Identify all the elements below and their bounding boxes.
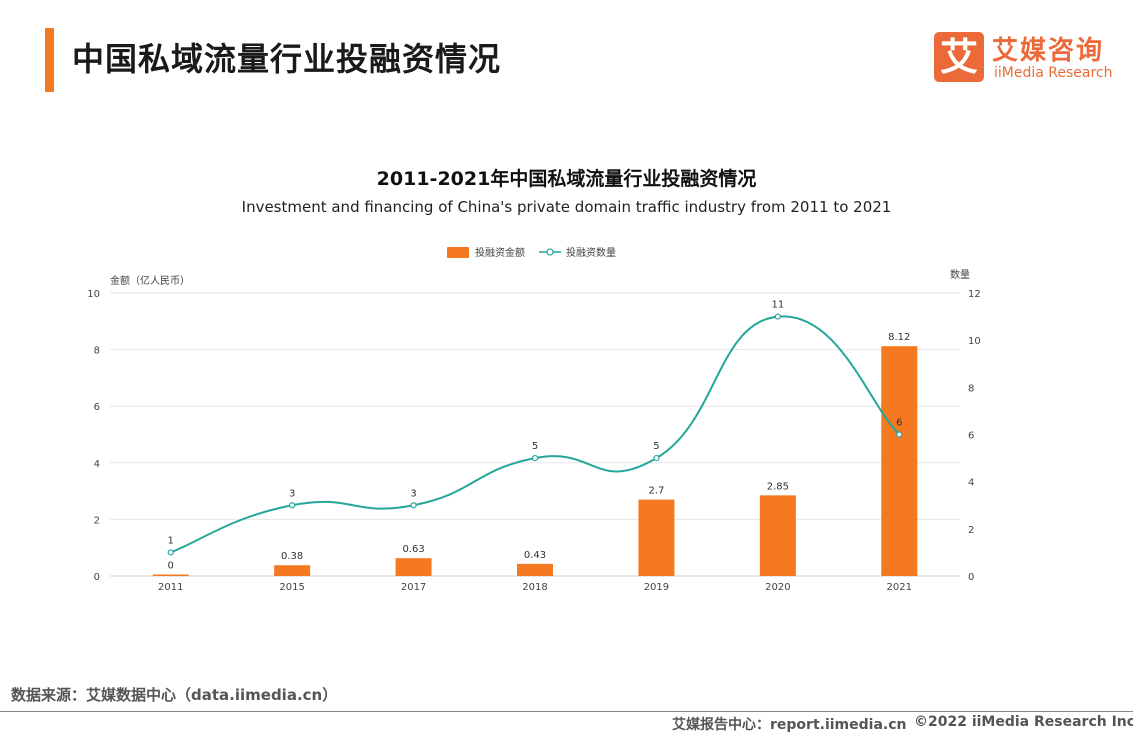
bar bbox=[274, 565, 311, 576]
y-axis-title: 金额（亿人民币） bbox=[110, 274, 190, 287]
y-tick-label: 4 bbox=[94, 459, 100, 470]
chart-subtitle: Investment and financing of China's priv… bbox=[241, 198, 892, 216]
line-point bbox=[653, 454, 660, 462]
title-accent-bar bbox=[45, 28, 54, 92]
y2-tick-label: 2 bbox=[968, 525, 974, 536]
y-tick-label: 6 bbox=[94, 402, 100, 413]
legend-line-marker bbox=[546, 248, 554, 256]
logo-mark: 艾 bbox=[934, 32, 984, 82]
y2-tick-label: 0 bbox=[968, 572, 974, 583]
x-tick-label: 2017 bbox=[401, 582, 426, 593]
bar-value-label: 0 bbox=[168, 561, 174, 572]
logo-en-text: iiMedia Research bbox=[994, 65, 1113, 81]
line-value-label: 3 bbox=[289, 488, 295, 499]
legend-line-label: 投融资数量 bbox=[566, 246, 616, 259]
logo-cn-text: 艾媒咨询 bbox=[992, 36, 1105, 66]
bar bbox=[517, 563, 553, 576]
x-tick-label: 2018 bbox=[522, 582, 547, 593]
y-tick-label: 8 bbox=[94, 346, 100, 357]
x-tick-label: 2020 bbox=[765, 582, 790, 593]
page-title: 中国私域流量行业投融资情况 bbox=[72, 40, 502, 78]
y2-tick-label: 12 bbox=[968, 289, 981, 300]
line-value-label: 11 bbox=[771, 300, 784, 311]
line-point bbox=[289, 502, 296, 509]
line-point bbox=[896, 431, 903, 438]
chart-title: 2011-2021年中国私域流量行业投融资情况 bbox=[376, 168, 757, 190]
y2-tick-label: 10 bbox=[968, 336, 981, 347]
bar bbox=[638, 499, 675, 576]
bar-value-label: 2.7 bbox=[648, 486, 664, 497]
legend-bar-label: 投融资金额 bbox=[475, 246, 525, 259]
x-tick-label: 2019 bbox=[644, 582, 669, 593]
line-point bbox=[410, 502, 417, 509]
footer-divider bbox=[0, 711, 1133, 712]
copyright: ©2022 iiMedia Research Inc bbox=[914, 714, 1133, 730]
bar bbox=[759, 495, 796, 576]
bar-value-label: 2.85 bbox=[767, 481, 789, 492]
x-tick-label: 2021 bbox=[887, 582, 912, 593]
x-tick-label: 2011 bbox=[158, 582, 183, 593]
line-point bbox=[531, 454, 539, 462]
line-point bbox=[774, 313, 781, 320]
bar-value-label: 0.43 bbox=[524, 550, 546, 561]
line-value-label: 3 bbox=[410, 488, 416, 499]
y-tick-label: 10 bbox=[87, 289, 100, 300]
line-point bbox=[167, 549, 174, 556]
y2-tick-label: 4 bbox=[968, 478, 974, 489]
line-value-label: 5 bbox=[532, 441, 538, 452]
y2-tick-label: 8 bbox=[968, 383, 974, 394]
x-tick-label: 2015 bbox=[279, 582, 304, 593]
y2-axis-title: 数量 bbox=[950, 268, 970, 281]
line-value-label: 6 bbox=[896, 418, 902, 429]
report-center-link[interactable]: 艾媒报告中心：report.iimedia.cn bbox=[672, 717, 907, 733]
bar bbox=[395, 558, 432, 576]
data-source: 数据来源：艾媒数据中心（data.iimedia.cn） bbox=[11, 686, 338, 704]
legend-bar-swatch bbox=[447, 247, 469, 258]
bar-value-label: 8.12 bbox=[888, 332, 910, 343]
bar-value-label: 0.63 bbox=[402, 544, 424, 555]
iimedia-logo: 艾 艾媒咨询 iiMedia Research bbox=[934, 32, 1114, 86]
line-value-label: 1 bbox=[168, 535, 174, 546]
bar bbox=[881, 346, 918, 576]
y2-tick-label: 6 bbox=[968, 431, 974, 442]
y-tick-label: 2 bbox=[94, 515, 100, 526]
y-tick-label: 0 bbox=[94, 572, 100, 583]
bar-value-label: 0.38 bbox=[281, 551, 303, 562]
bar bbox=[152, 574, 189, 576]
line-value-label: 5 bbox=[653, 441, 659, 452]
